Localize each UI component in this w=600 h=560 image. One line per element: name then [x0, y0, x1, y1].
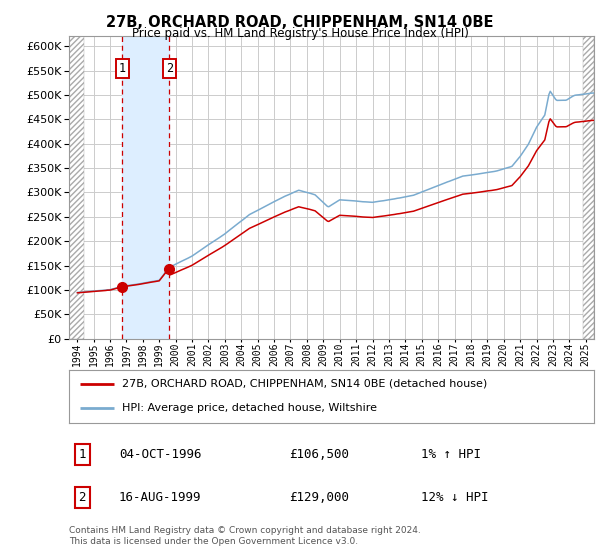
- Text: 27B, ORCHARD ROAD, CHIPPENHAM, SN14 0BE (detached house): 27B, ORCHARD ROAD, CHIPPENHAM, SN14 0BE …: [121, 379, 487, 389]
- Text: 1: 1: [79, 448, 86, 461]
- Bar: [122, 36, 169, 339]
- Text: Contains HM Land Registry data © Crown copyright and database right 2024.
This d: Contains HM Land Registry data © Crown c…: [69, 526, 421, 546]
- Text: 1: 1: [119, 62, 126, 74]
- Text: 2: 2: [79, 491, 86, 504]
- Text: £106,500: £106,500: [290, 448, 349, 461]
- Text: Price paid vs. HM Land Registry's House Price Index (HPI): Price paid vs. HM Land Registry's House …: [131, 27, 469, 40]
- Text: HPI: Average price, detached house, Wiltshire: HPI: Average price, detached house, Wilt…: [121, 403, 377, 413]
- Text: £129,000: £129,000: [290, 491, 349, 504]
- Text: 2: 2: [166, 62, 173, 74]
- Text: 1% ↑ HPI: 1% ↑ HPI: [421, 448, 481, 461]
- Text: 04-OCT-1996: 04-OCT-1996: [119, 448, 202, 461]
- Text: 16-AUG-1999: 16-AUG-1999: [119, 491, 202, 504]
- Text: 27B, ORCHARD ROAD, CHIPPENHAM, SN14 0BE: 27B, ORCHARD ROAD, CHIPPENHAM, SN14 0BE: [106, 15, 494, 30]
- Text: 12% ↓ HPI: 12% ↓ HPI: [421, 491, 488, 504]
